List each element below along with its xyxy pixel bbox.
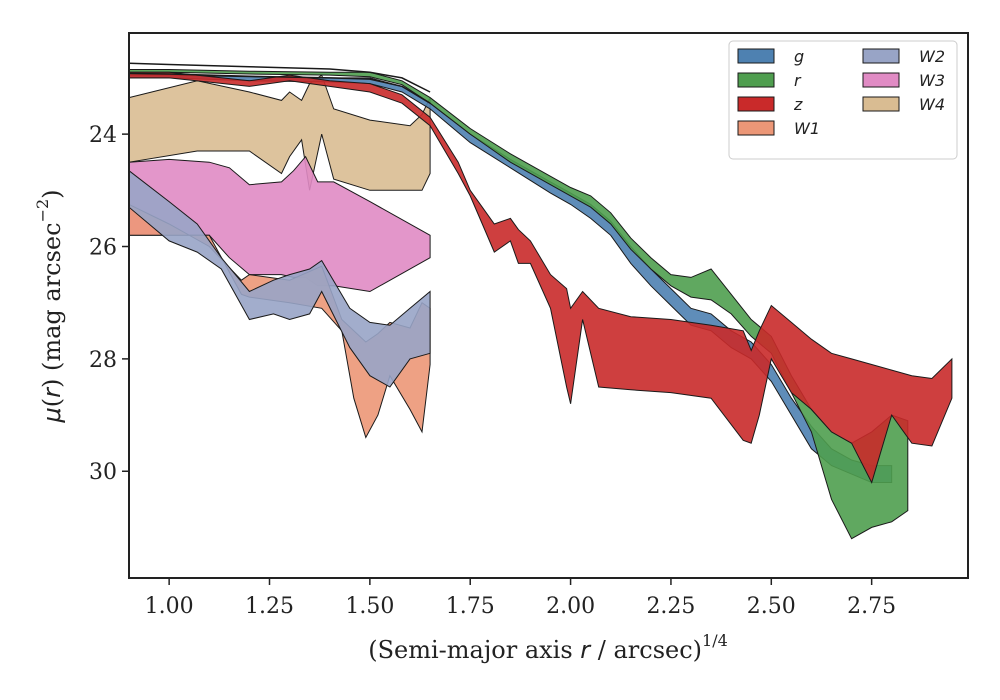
x-axis-ticks: 1.00 1.25 1.50 1.75 2.00 2.25 2.50 2.75 bbox=[145, 578, 896, 619]
legend-swatch-w3 bbox=[862, 72, 900, 88]
y-tick-label: 24 bbox=[89, 123, 117, 148]
legend-swatch-w1 bbox=[737, 120, 775, 136]
plot-frame bbox=[128, 32, 969, 579]
x-tick-label: 1.00 bbox=[145, 594, 194, 619]
profile-areas bbox=[128, 69, 953, 540]
legend: grz W1 W2 W3 W4 bbox=[728, 40, 958, 160]
legend-label-w4: W4 bbox=[919, 95, 945, 114]
x-tick-label: 1.25 bbox=[245, 594, 294, 619]
series-w3-band bbox=[128, 155, 431, 293]
series-w4-band bbox=[128, 74, 431, 191]
legend-swatch-w4 bbox=[862, 96, 900, 112]
series-w2-band bbox=[128, 169, 431, 388]
y-axis-label: μ(r) (mag arcsec−2) bbox=[33, 189, 66, 423]
legend-label-w1: W1 bbox=[794, 119, 820, 138]
legend-frame bbox=[728, 40, 958, 160]
y-axis-ticks: 24 26 28 30 bbox=[89, 123, 129, 485]
reference-curves bbox=[128, 62, 431, 104]
x-tick-label: 1.75 bbox=[446, 594, 495, 619]
legend-label-w2: W2 bbox=[919, 47, 945, 66]
legend-label-r: r bbox=[794, 71, 802, 90]
series-r-band bbox=[128, 69, 909, 540]
legend-swatch-w2 bbox=[862, 48, 900, 64]
reference-curve-2 bbox=[128, 72, 431, 104]
legend-label-w3: W3 bbox=[919, 71, 945, 90]
x-tick-label: 2.00 bbox=[546, 594, 595, 619]
x-tick-label: 1.50 bbox=[345, 594, 394, 619]
legend-swatch-r bbox=[737, 72, 775, 88]
x-tick-label: 2.50 bbox=[747, 594, 796, 619]
legend-label-g: g bbox=[794, 47, 804, 66]
legend-label-z: z bbox=[793, 95, 803, 114]
series-z-band bbox=[128, 71, 953, 484]
y-tick-label: 30 bbox=[89, 460, 117, 485]
legend-swatch-g bbox=[737, 48, 775, 64]
x-tick-label: 2.25 bbox=[646, 594, 695, 619]
y-tick-label: 28 bbox=[89, 348, 117, 373]
x-tick-label: 2.75 bbox=[847, 594, 896, 619]
x-axis-label: (Semi-major axis r / arcsec)1/4 bbox=[368, 631, 728, 664]
reference-curve-1 bbox=[128, 62, 431, 93]
legend-swatch-z bbox=[737, 96, 775, 112]
y-tick-label: 26 bbox=[89, 236, 117, 261]
